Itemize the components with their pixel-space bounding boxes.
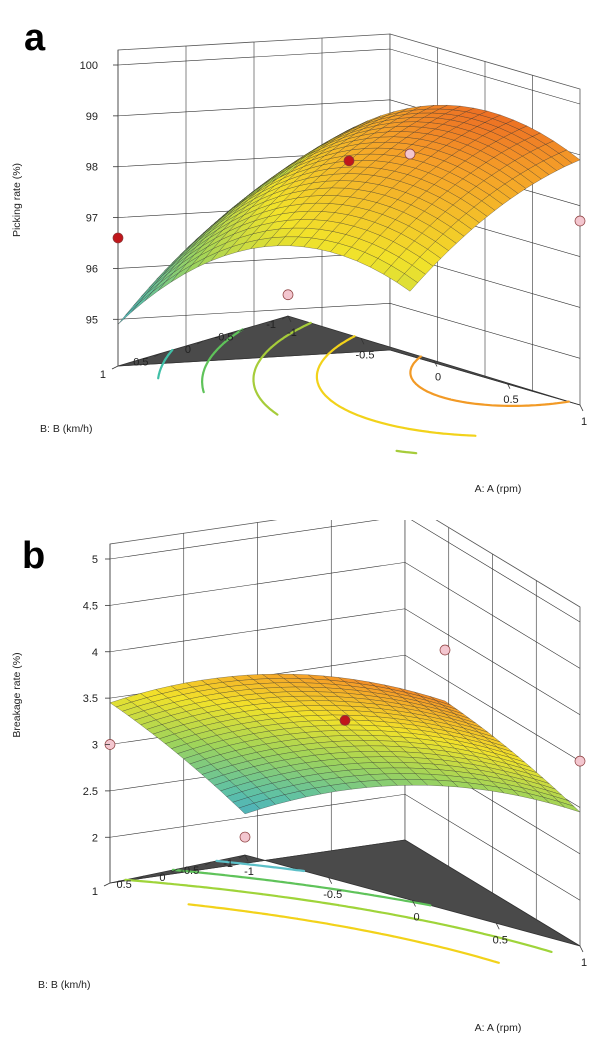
z-tick-label: 4 [92, 647, 98, 659]
z-tick-label: 2 [92, 832, 98, 844]
floor-contour [215, 859, 306, 873]
x-tick-mark [244, 854, 249, 862]
z-tick-label: 4.5 [83, 600, 98, 612]
x-tick-mark [433, 360, 438, 367]
y-tick-label: 0 [159, 872, 165, 884]
x-tick-label: 1 [581, 957, 587, 969]
x-tick-label: -1 [287, 327, 297, 339]
y-tick-label: 1 [92, 886, 98, 898]
z-axis-label: Breakage rate (%) [11, 652, 23, 737]
y-tick-mark [196, 340, 204, 345]
x-tick-mark [287, 315, 292, 323]
plot-group: 2 2.5 3 3.5 4 4.5 5 -1 -0.5 0 0.5 1 -1 -0.5 0 0.5 1 A: A … [11, 520, 587, 1034]
panel-label: a [24, 17, 46, 59]
surface-plot-breakage-rate: 2 2.5 3 3.5 4 4.5 5 -1 -0.5 0 0.5 1 -1 -0.5 0 0.5 1 A: A … [11, 520, 587, 1034]
y-axis-label: B: B (km/h) [38, 979, 91, 991]
x-axis-label: A: A (rpm) [475, 483, 522, 495]
floor-contour [157, 348, 174, 380]
x-tick-mark [506, 382, 511, 389]
z-tick-label: 95 [86, 314, 98, 326]
y-tick-mark [103, 882, 111, 887]
y-tick-mark [111, 365, 119, 370]
surface-cell [280, 161, 302, 178]
z-axis-label: Picking rate (%) [11, 163, 23, 237]
z-tick-label: 98 [86, 162, 98, 174]
y-tick-mark [238, 854, 246, 859]
y-tick-mark [137, 875, 144, 880]
z-tick-label: 2.5 [83, 786, 98, 798]
chart-panel-a: 95 96 97 98 99 100 -1 -0.5 0 0.5 1 -1 -0.5 0 0.5 1 A: A … [0, 0, 592, 520]
z-tick-label: 100 [80, 60, 98, 72]
floor-contour [409, 355, 570, 407]
z-tick-label: 3.5 [83, 693, 98, 705]
x-tick-label: 0 [435, 372, 441, 384]
wall-gridline-z [109, 520, 581, 623]
design-point-marker [282, 289, 294, 301]
wall-gridline-z [109, 793, 581, 901]
y-tick-mark [171, 868, 178, 873]
z-tick-label: 3 [92, 740, 98, 752]
design-point-marker [404, 148, 416, 160]
design-point-marker [112, 232, 124, 244]
wall-gridline-z [117, 48, 581, 105]
z-tick-label: 97 [86, 213, 98, 225]
x-tick-mark [328, 877, 333, 884]
x-tick-mark [579, 404, 584, 412]
y-tick-label: -1 [223, 858, 233, 870]
wall-gridline-z [109, 562, 581, 669]
floor-contour [171, 868, 432, 907]
x-tick-label: -0.5 [323, 889, 342, 901]
y-tick-label: 1 [100, 369, 106, 381]
y-tick-label: -0.5 [215, 332, 234, 344]
design-point-marker [343, 155, 355, 167]
x-tick-label: -0.5 [356, 349, 375, 361]
floor-contour [201, 328, 244, 394]
surface-cell [238, 802, 261, 815]
y-axis-label: B: B (km/h) [40, 423, 93, 435]
design-point-marker [574, 215, 586, 227]
x-axis-label: A: A (rpm) [475, 1022, 522, 1034]
x-tick-label: 0.5 [493, 934, 508, 946]
floor-contour [187, 903, 500, 964]
x-tick-mark [412, 900, 416, 907]
surface-plot-picking-rate: 95 96 97 98 99 100 -1 -0.5 0 0.5 1 -1 -0.5 0 0.5 1 A: A … [11, 17, 587, 495]
y-tick-label: -1 [266, 319, 276, 331]
design-point-marker [339, 715, 351, 726]
design-point-marker [574, 755, 586, 767]
design-point-marker [239, 831, 251, 843]
y-tick-label: 0 [185, 344, 191, 356]
y-tick-label: -0.5 [180, 865, 199, 877]
wall-gridline-z [109, 608, 581, 716]
floor-contour [252, 321, 418, 455]
wall-gridline-z [117, 303, 581, 359]
x-tick-label: 0.5 [503, 394, 518, 406]
chart-panel-b: 2 2.5 3 3.5 4 4.5 5 -1 -0.5 0 0.5 1 -1 -0.5 0 0.5 1 A: A … [0, 520, 592, 1053]
floor-contour [124, 878, 553, 953]
x-tick-mark [360, 338, 365, 345]
floor-contour [315, 335, 477, 437]
design-point-marker [439, 644, 451, 656]
x-tick-label: 1 [581, 416, 587, 428]
panel-label: b [22, 535, 45, 577]
z-tick-label: 99 [86, 111, 98, 123]
x-tick-label: 0 [413, 912, 419, 924]
y-tick-mark [154, 353, 161, 357]
x-tick-mark [495, 923, 500, 930]
x-tick-label: -1 [244, 866, 254, 878]
y-tick-mark [281, 315, 289, 320]
y-tick-label: 0.5 [116, 879, 131, 891]
z-tick-label: 5 [92, 554, 98, 566]
y-tick-mark [239, 328, 246, 332]
x-tick-mark [579, 945, 584, 953]
z-tick-label: 96 [86, 263, 98, 275]
plot-group: 95 96 97 98 99 100 -1 -0.5 0 0.5 1 -1 -0.5 0 0.5 1 A: A … [11, 17, 587, 495]
y-tick-label: 0.5 [133, 357, 148, 369]
y-tick-mark [205, 861, 212, 866]
